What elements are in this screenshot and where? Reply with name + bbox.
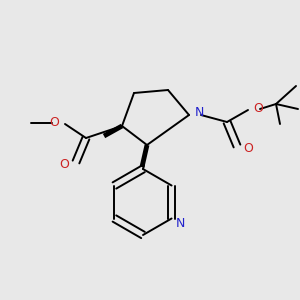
Text: O: O bbox=[59, 158, 69, 170]
Text: O: O bbox=[243, 142, 253, 154]
Text: O: O bbox=[49, 116, 59, 128]
Text: N: N bbox=[176, 217, 185, 230]
Text: O: O bbox=[253, 103, 263, 116]
Text: N: N bbox=[194, 106, 204, 119]
